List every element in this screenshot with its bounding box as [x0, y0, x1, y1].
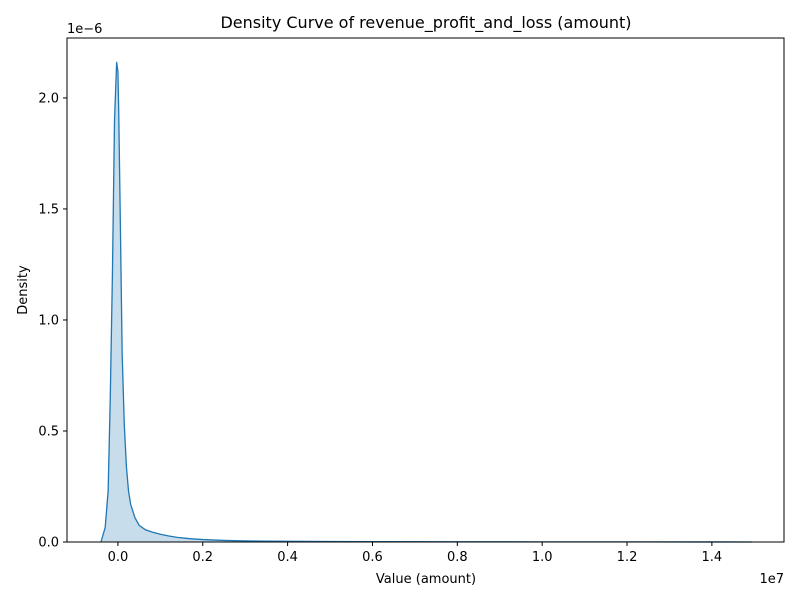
y-offset-label: 1e−6: [67, 22, 102, 37]
x-tick-label: 1.2: [617, 550, 638, 565]
x-tick-label: 0.8: [447, 550, 468, 565]
y-tick-label: 0.0: [38, 536, 59, 551]
y-tick-label: 1.0: [38, 313, 59, 328]
x-tick-label: 0.4: [277, 550, 298, 565]
y-tick-label: 1.5: [38, 202, 59, 217]
x-tick-label: 0.0: [108, 550, 129, 565]
y-axis: 0.0 0.5 1.0 1.5 2.0: [38, 91, 67, 551]
x-tick-label: 1.4: [702, 550, 723, 565]
x-tick-label: 0.2: [192, 550, 213, 565]
x-axis: 0.0 0.2 0.4 0.6 0.8 1.0 1.2 1.4: [108, 542, 723, 565]
y-tick-label: 2.0: [38, 91, 59, 106]
plot-frame: [66, 37, 785, 543]
y-axis-label: Density: [16, 265, 31, 315]
x-axis-label: Value (amount): [376, 572, 476, 587]
x-offset-label: 1e7: [759, 572, 784, 587]
x-tick-label: 1.0: [532, 550, 553, 565]
y-tick-label: 0.5: [38, 424, 59, 439]
chart-title: Density Curve of revenue_profit_and_loss…: [220, 13, 631, 33]
x-tick-label: 0.6: [362, 550, 383, 565]
